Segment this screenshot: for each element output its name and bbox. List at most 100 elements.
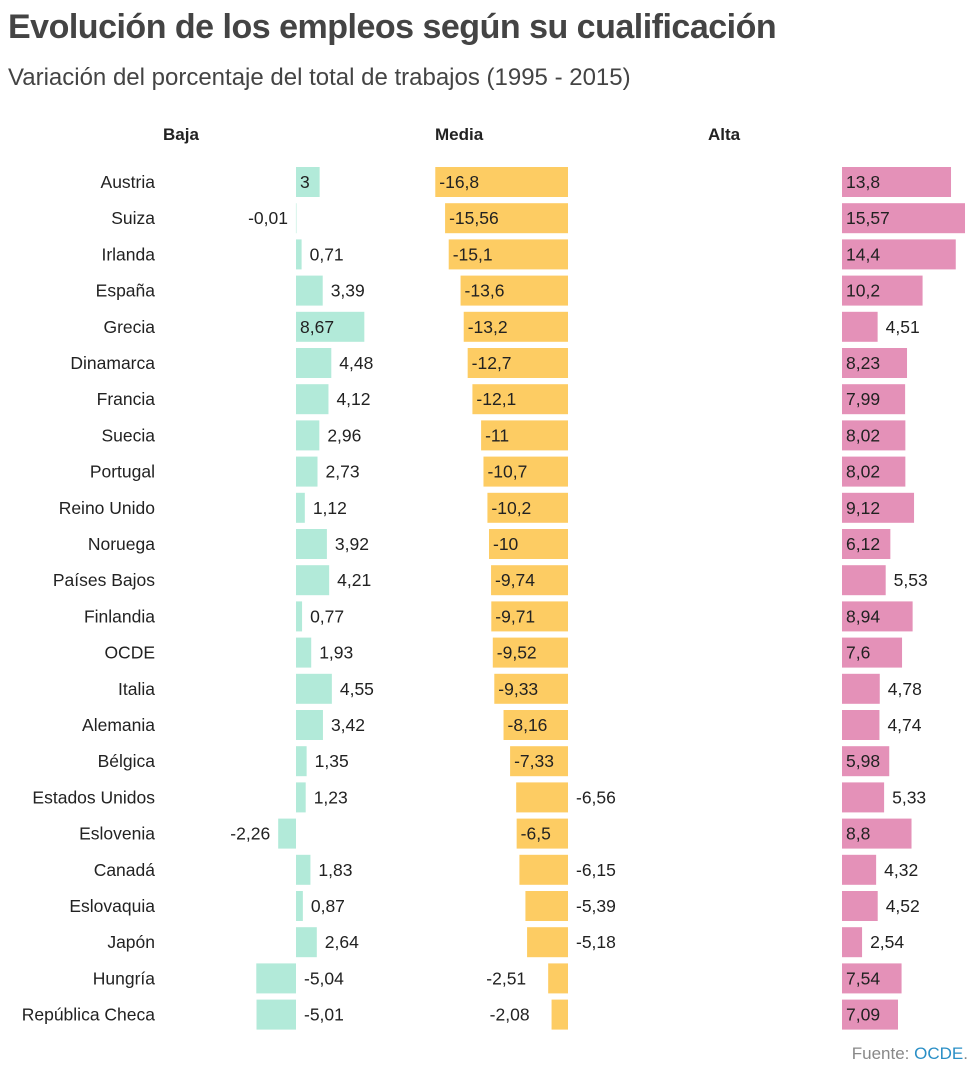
bar-media <box>448 239 568 270</box>
value-label-media: -10,7 <box>487 462 527 482</box>
value-label-baja: -0,01 <box>248 208 288 228</box>
value-label-baja: 0,87 <box>311 896 345 916</box>
category-label: Italia <box>118 679 155 699</box>
category-label: Suecia <box>101 425 155 445</box>
value-label-baja: 8,67 <box>300 317 334 337</box>
value-label-baja: 2,96 <box>327 425 361 445</box>
bar-baja <box>296 601 303 632</box>
value-label-baja: 2,73 <box>326 462 360 482</box>
value-label-baja: 1,93 <box>319 643 353 663</box>
source-link[interactable]: OCDE <box>914 1044 964 1063</box>
bar-alta <box>842 601 913 632</box>
value-label-alta: 8,94 <box>846 606 880 626</box>
value-label-baja: 1,12 <box>313 498 347 518</box>
value-label-baja: 3,39 <box>331 281 365 301</box>
bar-baja <box>295 203 297 234</box>
value-label-alta: 5,33 <box>892 787 926 807</box>
bar-alta <box>842 239 956 270</box>
bar-media <box>460 275 568 306</box>
value-label-baja: 4,48 <box>339 353 373 373</box>
bar-baja <box>296 167 320 197</box>
bar-alta <box>842 927 863 958</box>
category-label: Irlanda <box>101 244 155 264</box>
value-label-baja: -5,01 <box>304 1005 344 1025</box>
bar-media <box>492 637 568 668</box>
value-label-alta: 4,74 <box>887 715 921 735</box>
bar-alta <box>842 854 877 885</box>
value-label-media: -6,5 <box>521 824 551 844</box>
value-label-baja: -2,26 <box>230 824 270 844</box>
value-label-media: -12,7 <box>472 353 512 373</box>
bar-baja <box>296 492 305 523</box>
category-label: Grecia <box>103 317 155 337</box>
value-label-media: -9,52 <box>497 643 537 663</box>
value-label-alta: 14,4 <box>846 244 880 264</box>
bar-media <box>548 963 568 994</box>
bar-baja <box>296 637 312 668</box>
value-label-media: -6,56 <box>576 787 616 807</box>
value-label-alta: 8,02 <box>846 462 880 482</box>
value-label-baja: 4,12 <box>336 389 370 409</box>
value-label-baja: 3 <box>300 172 310 192</box>
value-label-baja: 3,42 <box>331 715 365 735</box>
bar-media <box>527 927 568 958</box>
value-label-alta: 8,23 <box>846 353 880 373</box>
value-label-baja: 1,35 <box>315 751 349 771</box>
bar-baja <box>296 456 318 487</box>
category-label: Eslovaquia <box>69 896 155 916</box>
bar-media <box>435 167 568 197</box>
bar-media <box>525 891 568 921</box>
value-label-media: -13,2 <box>468 317 508 337</box>
value-label-media: -13,6 <box>465 281 505 301</box>
value-label-media: -10,2 <box>491 498 531 518</box>
value-label-alta: 7,54 <box>846 968 880 988</box>
bar-media <box>445 203 568 234</box>
bar-media <box>519 854 568 885</box>
value-label-media: -5,39 <box>576 896 616 916</box>
bar-baja <box>296 275 323 306</box>
value-label-media: -8,16 <box>508 715 548 735</box>
source-note: Fuente: OCDE. <box>852 1044 968 1064</box>
bar-baja <box>296 420 320 451</box>
category-label: Alemania <box>82 715 155 735</box>
bar-media <box>483 456 568 487</box>
bar-alta <box>842 275 923 306</box>
value-label-alta: 4,51 <box>886 317 920 337</box>
bar-media <box>487 492 568 523</box>
value-label-baja: 3,92 <box>335 534 369 554</box>
category-label: Hungría <box>93 968 156 988</box>
series-header-media: Media <box>435 125 484 144</box>
bar-media <box>489 529 568 559</box>
bar-baja <box>296 239 302 270</box>
value-label-media: -2,08 <box>490 1005 530 1025</box>
chart-subtitle: Variación del porcentaje del total de tr… <box>8 64 631 91</box>
value-label-baja: 0,71 <box>310 244 344 264</box>
value-label-media: -5,18 <box>576 932 616 952</box>
value-label-alta: 8,8 <box>846 824 870 844</box>
value-label-alta: 8,02 <box>846 425 880 445</box>
value-label-media: -9,74 <box>495 570 535 590</box>
value-label-alta: 4,52 <box>886 896 920 916</box>
bar-alta <box>842 999 899 1030</box>
value-label-media: -11 <box>485 425 509 445</box>
bar-media <box>510 746 568 777</box>
bar-alta <box>842 311 878 342</box>
bar-alta <box>842 673 880 704</box>
value-label-media: -12,1 <box>476 389 516 409</box>
bar-media <box>503 710 568 740</box>
bar-media <box>481 420 568 451</box>
bar-alta <box>842 348 908 378</box>
bar-baja <box>296 854 311 885</box>
bar-alta <box>842 818 912 849</box>
source-prefix: Fuente: <box>851 1044 910 1063</box>
bar-baja <box>296 529 327 559</box>
bar-alta <box>842 529 891 559</box>
value-label-alta: 7,99 <box>846 389 880 409</box>
category-label: OCDE <box>104 643 155 663</box>
chart-title: Evolución de los empleos según su cualif… <box>8 8 777 46</box>
bar-media <box>491 601 568 632</box>
value-label-media: -16,8 <box>439 172 479 192</box>
bar-baja <box>296 565 330 596</box>
category-label: República Checa <box>22 1005 156 1025</box>
bar-alta <box>842 167 952 197</box>
